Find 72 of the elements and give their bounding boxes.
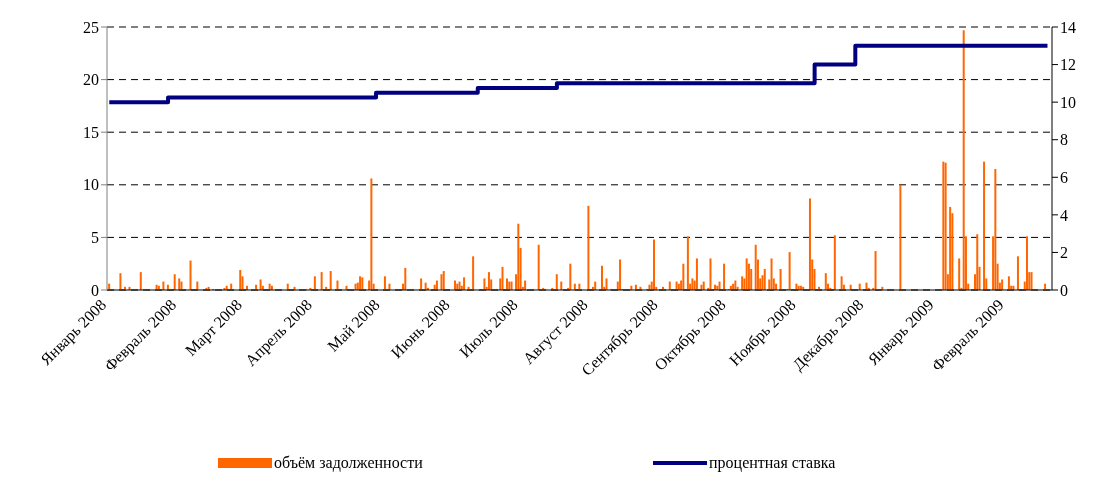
bar <box>239 270 242 290</box>
y2-tick-label: 6 <box>1060 168 1068 186</box>
bar <box>189 260 192 290</box>
bar <box>383 276 386 290</box>
bar <box>899 184 902 290</box>
bar <box>537 244 540 290</box>
bar <box>1016 256 1019 290</box>
bar <box>370 178 373 290</box>
bar <box>983 161 986 290</box>
bar <box>779 268 782 290</box>
bar <box>745 258 748 290</box>
bar <box>682 263 685 290</box>
bar <box>976 234 979 290</box>
bar <box>487 272 490 290</box>
bar <box>994 169 997 290</box>
bar <box>139 272 142 290</box>
bar <box>1007 276 1010 290</box>
bar <box>1026 236 1028 290</box>
bar <box>695 258 698 290</box>
bar <box>958 258 961 290</box>
bar <box>119 273 122 290</box>
bar <box>709 258 712 290</box>
bar <box>420 278 423 290</box>
bar <box>686 236 689 290</box>
y-tick-label: 5 <box>91 229 99 247</box>
bar <box>600 265 603 290</box>
bar <box>569 263 572 290</box>
bar <box>962 30 965 290</box>
legend-label: объём задолженности <box>274 454 423 472</box>
bar <box>788 252 791 290</box>
y-tick-label: 20 <box>83 71 99 89</box>
bar <box>874 251 877 290</box>
y-tick-label: 10 <box>83 176 99 194</box>
bar <box>840 276 843 290</box>
bar <box>404 267 407 290</box>
bar <box>329 271 332 290</box>
bar <box>652 239 655 290</box>
bar <box>763 268 766 290</box>
bar <box>587 205 590 290</box>
y2-tick-label: 8 <box>1060 131 1068 149</box>
bar <box>824 273 827 290</box>
y2-tick-label: 4 <box>1060 206 1068 224</box>
y2-tick-label: 2 <box>1060 244 1068 262</box>
y2-tick-label: 12 <box>1060 56 1076 74</box>
bar <box>555 274 558 290</box>
bar <box>754 244 757 290</box>
y2-tick-label: 0 <box>1060 281 1068 299</box>
bar <box>483 278 486 290</box>
bar <box>259 279 262 290</box>
bar <box>501 266 504 290</box>
bar <box>320 272 323 290</box>
y-tick-label: 15 <box>83 123 99 141</box>
bar <box>313 276 316 290</box>
bar <box>440 274 443 290</box>
bar <box>750 268 753 290</box>
bar <box>173 274 176 290</box>
bar <box>723 263 726 290</box>
bar <box>463 277 466 290</box>
legend-label: процентная ставка <box>709 454 836 472</box>
bar <box>605 278 608 290</box>
bar <box>808 198 811 290</box>
y2-tick-label: 10 <box>1060 93 1076 111</box>
bar <box>619 259 622 290</box>
bar <box>949 206 952 290</box>
y-tick-label: 25 <box>83 18 99 36</box>
bar <box>770 258 773 290</box>
y-tick-label: 0 <box>91 281 99 299</box>
y2-tick-label: 14 <box>1060 18 1076 36</box>
bar <box>472 256 475 290</box>
bar <box>442 271 445 290</box>
bar <box>517 223 520 290</box>
bar <box>833 235 836 290</box>
